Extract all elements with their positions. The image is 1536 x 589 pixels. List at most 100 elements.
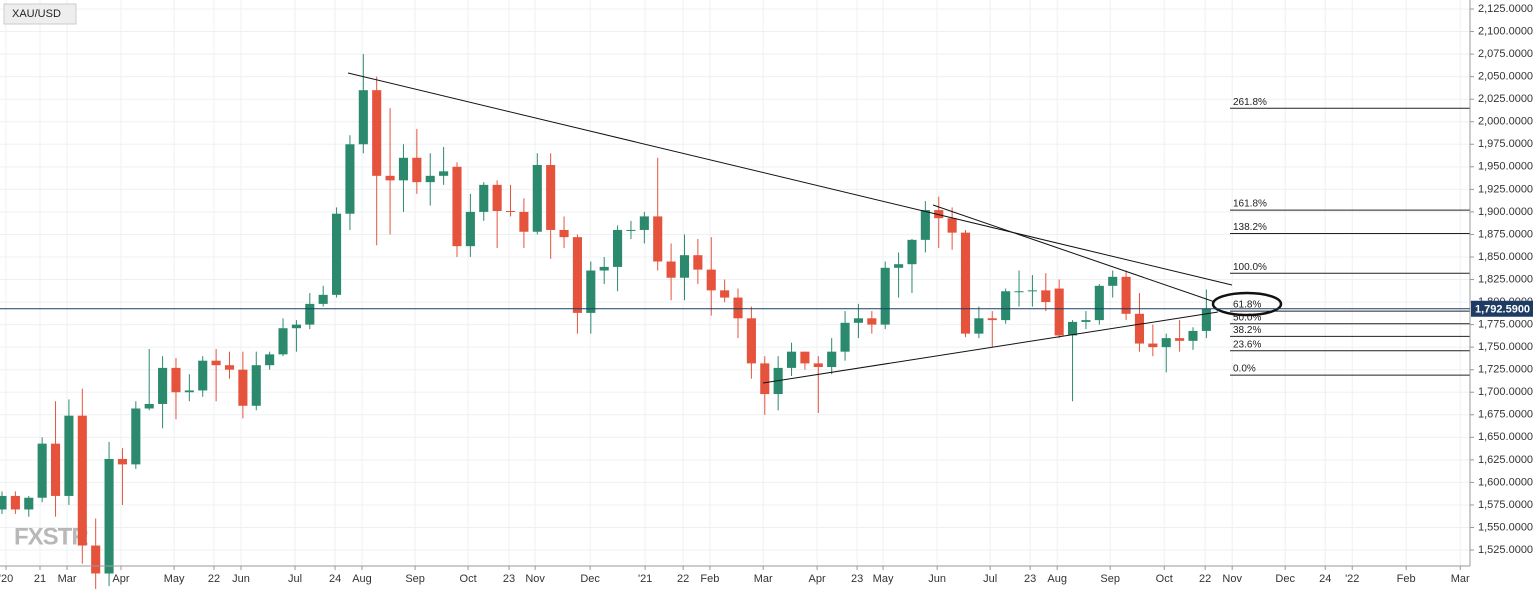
candle-body xyxy=(599,266,609,271)
trend-line xyxy=(762,311,1219,384)
x-tick-label: 23 xyxy=(851,573,863,585)
x-tick-label: '21 xyxy=(638,573,652,585)
y-tick-label: 1,900.0000 xyxy=(1478,206,1533,218)
candle-body xyxy=(91,545,101,574)
candle-body xyxy=(211,360,221,366)
candle-body xyxy=(251,365,261,406)
candle-body xyxy=(907,239,917,265)
candle-body xyxy=(1014,291,1024,293)
y-tick-label: 1,950.0000 xyxy=(1478,161,1533,173)
x-tick-label: 22 xyxy=(677,573,689,585)
candle-body xyxy=(920,210,930,240)
candle-body xyxy=(987,318,997,321)
y-tick-label: 1,850.0000 xyxy=(1478,251,1533,263)
candle-body xyxy=(1094,285,1104,321)
trend-lines xyxy=(347,72,1233,384)
candle-body xyxy=(947,218,957,233)
candle-body xyxy=(960,232,971,334)
candle-body xyxy=(291,324,301,329)
candle-body xyxy=(50,443,61,496)
candle-body xyxy=(171,367,181,393)
y-tick-label: 2,050.0000 xyxy=(1478,71,1533,83)
x-tick-label: Dec xyxy=(580,573,600,585)
candle-body xyxy=(800,351,810,364)
y-tick-label: 2,100.0000 xyxy=(1478,25,1533,37)
watermark: FXSTR xyxy=(14,523,88,550)
candle-body xyxy=(1001,291,1011,321)
candle-body xyxy=(198,360,208,391)
y-tick-label: 1,525.0000 xyxy=(1478,544,1533,556)
candle-body xyxy=(492,184,502,211)
x-tick-label: 24 xyxy=(329,573,341,585)
fib-label: 38.2% xyxy=(1233,325,1261,336)
x-tick-label: Jun xyxy=(232,573,250,585)
x-tick-label: 22 xyxy=(208,573,220,585)
candle-body xyxy=(666,261,676,278)
symbol: XAU/USD xyxy=(12,8,61,20)
candle-body xyxy=(1188,330,1198,341)
candle-body xyxy=(613,229,623,267)
x-tick-label: Nov xyxy=(1222,573,1242,585)
x-tick-label: Aug xyxy=(352,573,372,585)
y-tick-label: 2,025.0000 xyxy=(1478,93,1533,105)
x-tick-label: Feb xyxy=(1397,573,1416,585)
candle-body xyxy=(1068,321,1078,336)
x-tick-label: 23 xyxy=(503,573,515,585)
x-tick-label: Nov xyxy=(525,573,545,585)
candle-body xyxy=(1054,288,1064,336)
candle-body xyxy=(144,403,154,409)
y-tick-label: 1,750.0000 xyxy=(1478,341,1533,353)
fib-label: 23.6% xyxy=(1233,339,1261,350)
candle-body xyxy=(532,165,542,232)
candle-body xyxy=(519,211,529,232)
symbol-box xyxy=(3,3,77,25)
candle-body xyxy=(974,318,984,334)
candle-body xyxy=(559,229,569,238)
candle-body xyxy=(626,229,636,231)
candle-body xyxy=(24,497,34,510)
y-tick-label: 2,125.0000 xyxy=(1478,3,1533,15)
y-tick-label: 1,600.0000 xyxy=(1478,476,1533,488)
x-tick-label: Sep xyxy=(405,573,425,585)
candle-body xyxy=(452,166,462,247)
candle-body xyxy=(880,267,890,325)
y-tick-label: 1,650.0000 xyxy=(1478,431,1533,443)
candle-body xyxy=(786,351,797,368)
x-tick-label: Mar xyxy=(1451,573,1470,585)
candle-body xyxy=(278,328,288,355)
candle-body xyxy=(131,408,141,465)
candle-body xyxy=(10,495,20,510)
y-tick-label: 1,775.0000 xyxy=(1478,319,1533,331)
y-tick-label: 1,700.0000 xyxy=(1478,386,1533,398)
candle-body xyxy=(827,351,837,367)
candle-body xyxy=(894,264,904,268)
candle-body xyxy=(934,210,944,219)
x-tick-label: Jul xyxy=(288,573,302,585)
x-tick-label: Dec xyxy=(1275,573,1295,585)
y-tick-label: 1,725.0000 xyxy=(1478,364,1533,376)
candle-body xyxy=(465,211,475,247)
y-tick-label: 1,825.0000 xyxy=(1478,273,1533,285)
last-price-tag xyxy=(1471,300,1533,317)
candle-body xyxy=(1134,313,1145,344)
x-tick-label: Mar xyxy=(58,573,77,585)
candle-body xyxy=(867,318,877,325)
y-tick-label: 1,625.0000 xyxy=(1478,454,1533,466)
y-tick-label: 1,550.0000 xyxy=(1478,521,1533,533)
last-price-label: 1,792.5900 xyxy=(1475,304,1530,316)
fib-levels: 261.8% 161.8% 138.2% 100.0% 61.8%50.0% 38.2% 2… xyxy=(1230,97,1470,376)
x-tick-label: May xyxy=(873,573,894,585)
candle-body xyxy=(104,458,114,574)
x-tick-label: Aug xyxy=(1047,573,1067,585)
candle-body xyxy=(224,365,235,370)
candle-body xyxy=(425,175,435,183)
y-tick-label: 2,000.0000 xyxy=(1478,116,1533,128)
candle-body xyxy=(546,165,556,230)
candle-body xyxy=(586,270,596,313)
candle-body xyxy=(1148,343,1158,348)
x-tick-label: Sep xyxy=(1100,573,1120,585)
fib-label: 100.0% xyxy=(1233,262,1267,273)
